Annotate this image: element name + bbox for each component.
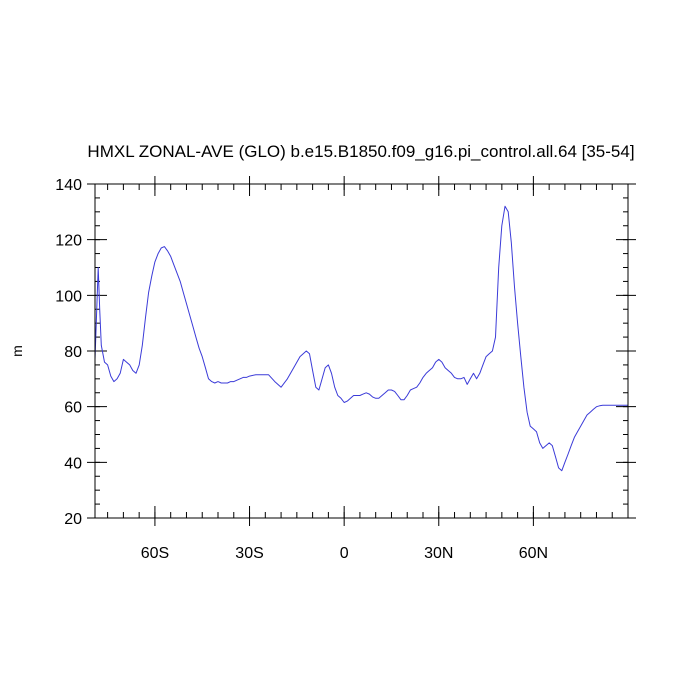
y-axis-title: m [9,345,25,357]
x-tick-label: 60N [519,545,548,562]
y-tick-label: 40 [64,455,82,472]
x-tick-label: 0 [340,545,349,562]
series-line [94,205,628,472]
x-tick-label: 60S [141,545,169,562]
plot-frame [94,183,629,519]
axes: 60S 30S 0 30N 60N 20 40 60 80 100 120 140 [55,176,636,562]
x-tick-label: 30S [235,545,263,562]
x-tick-label: 30N [424,545,453,562]
y-tick-label: 60 [64,400,82,417]
y-tick-label: 100 [55,288,82,305]
plot-area [94,205,628,472]
y-tick-label: 140 [55,177,82,194]
chart-title: HMXL ZONAL-AVE (GLO) b.e15.B1850.f09_g16… [87,142,634,161]
y-tick-label: 20 [64,511,82,528]
y-tick-label: 80 [64,344,82,361]
y-tick-label: 120 [55,233,82,250]
